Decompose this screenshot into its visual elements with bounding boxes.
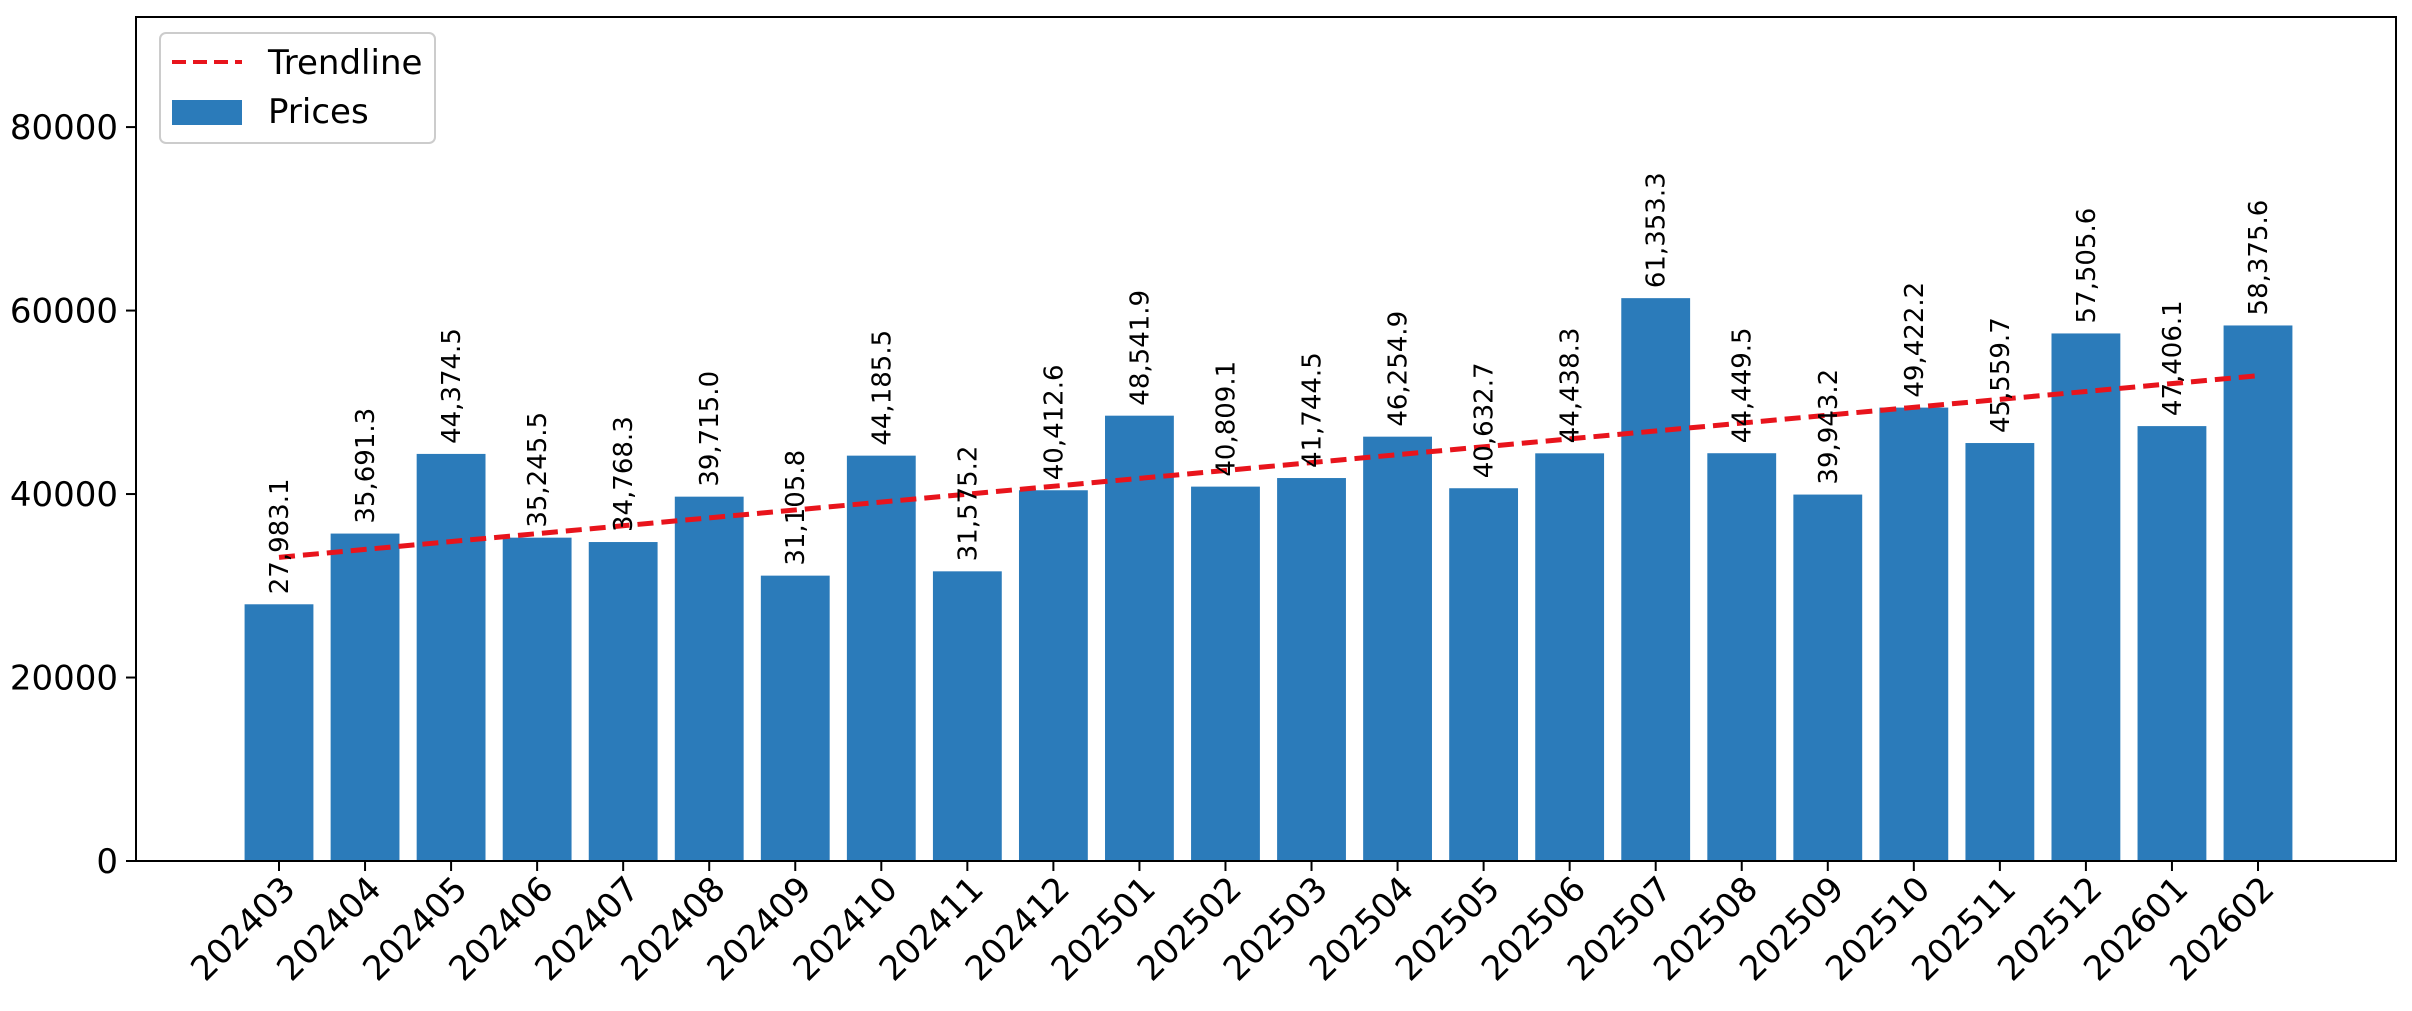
- y-tick-label: 20000: [10, 659, 118, 699]
- bar-label-202601: 47,406.1: [2158, 300, 2188, 416]
- bar-label-202411: 31,575.2: [953, 446, 983, 562]
- bar-202504: [1363, 436, 1432, 861]
- bar-label-202512: 57,505.6: [2072, 208, 2102, 324]
- bar-202602: [2223, 325, 2293, 862]
- bars-layer: [244, 298, 2293, 862]
- plot-frame: [135, 16, 2397, 862]
- bar-label-202510: 49,422.2: [1900, 282, 1930, 398]
- bar-202502: [1191, 486, 1260, 861]
- bar-label-202406: 35,245.5: [523, 412, 553, 528]
- bar-label-202412: 40,412.6: [1039, 364, 1069, 480]
- bar-202511: [1965, 443, 2035, 861]
- trendline-layer: [278, 373, 2259, 560]
- bar-label-202408: 39,715.0: [695, 371, 725, 487]
- bar-labels-layer: 27,983.1 35,691.3 44,374.5 35,245.5 34,768.3…: [265, 172, 2274, 594]
- x-axis: 2024032024042024052024062024072024082024…: [183, 861, 2282, 989]
- bar-label-202501: 48,541.9: [1125, 290, 1155, 406]
- bar-202508: [1707, 453, 1777, 861]
- bar-label-202503: 41,744.5: [1298, 352, 1328, 468]
- trendline: [278, 373, 2259, 560]
- bar-202405: [416, 453, 486, 861]
- bar-202410: [846, 455, 916, 861]
- bar-202503: [1277, 478, 1346, 861]
- bar-202408: [674, 496, 744, 861]
- bar-202409: [760, 575, 830, 861]
- bar-label-202407: 34,768.3: [609, 416, 639, 532]
- bar-label-202507: 61,353.3: [1642, 172, 1672, 288]
- bar-202506: [1535, 453, 1605, 861]
- bar-label-202502: 40,809.1: [1211, 361, 1241, 477]
- bar-label-202410: 44,185.5: [867, 330, 897, 446]
- y-tick-label: 60000: [10, 292, 118, 332]
- bar-202412: [1018, 490, 1088, 861]
- bar-202403: [244, 604, 314, 861]
- bar-label-202505: 40,632.7: [1470, 362, 1500, 478]
- bar-label-202509: 39,943.2: [1814, 369, 1844, 485]
- bar-label-202404: 35,691.3: [351, 408, 381, 524]
- bar-label-202506: 44,438.3: [1556, 328, 1586, 444]
- y-tick-label: 80000: [10, 108, 118, 148]
- bar-label-202504: 46,254.9: [1384, 311, 1414, 427]
- bar-202510: [1879, 407, 1949, 861]
- bar-202501: [1105, 415, 1174, 861]
- y-axis: 0 20000 40000 60000 80000: [10, 108, 136, 882]
- legend-trendline-label: Trendline: [267, 43, 422, 83]
- bar-label-202511: 45,559.7: [1986, 317, 2016, 433]
- bar-label-202405: 44,374.5: [437, 328, 467, 444]
- bar-202404: [330, 533, 400, 861]
- legend: Trendline Prices: [159, 32, 436, 144]
- bar-202411: [932, 571, 1002, 861]
- bar-202512: [2051, 333, 2121, 862]
- y-tick-label: 0: [96, 842, 118, 882]
- bar-202505: [1449, 488, 1519, 861]
- bar-202507: [1621, 298, 1691, 861]
- y-tick-label: 40000: [10, 475, 118, 515]
- bar-label-202508: 44,449.5: [1728, 327, 1758, 443]
- bar-label-202409: 31,105.8: [781, 450, 811, 566]
- legend-prices-label: Prices: [268, 92, 369, 132]
- bar-label-202602: 58,375.6: [2244, 200, 2274, 316]
- bar-202406: [502, 537, 572, 861]
- bar-202601: [2137, 426, 2207, 861]
- bar-label-202403: 27,983.1: [265, 479, 295, 595]
- legend-prices-swatch: [172, 100, 242, 125]
- bar-202407: [588, 542, 658, 861]
- bar-202509: [1793, 494, 1863, 861]
